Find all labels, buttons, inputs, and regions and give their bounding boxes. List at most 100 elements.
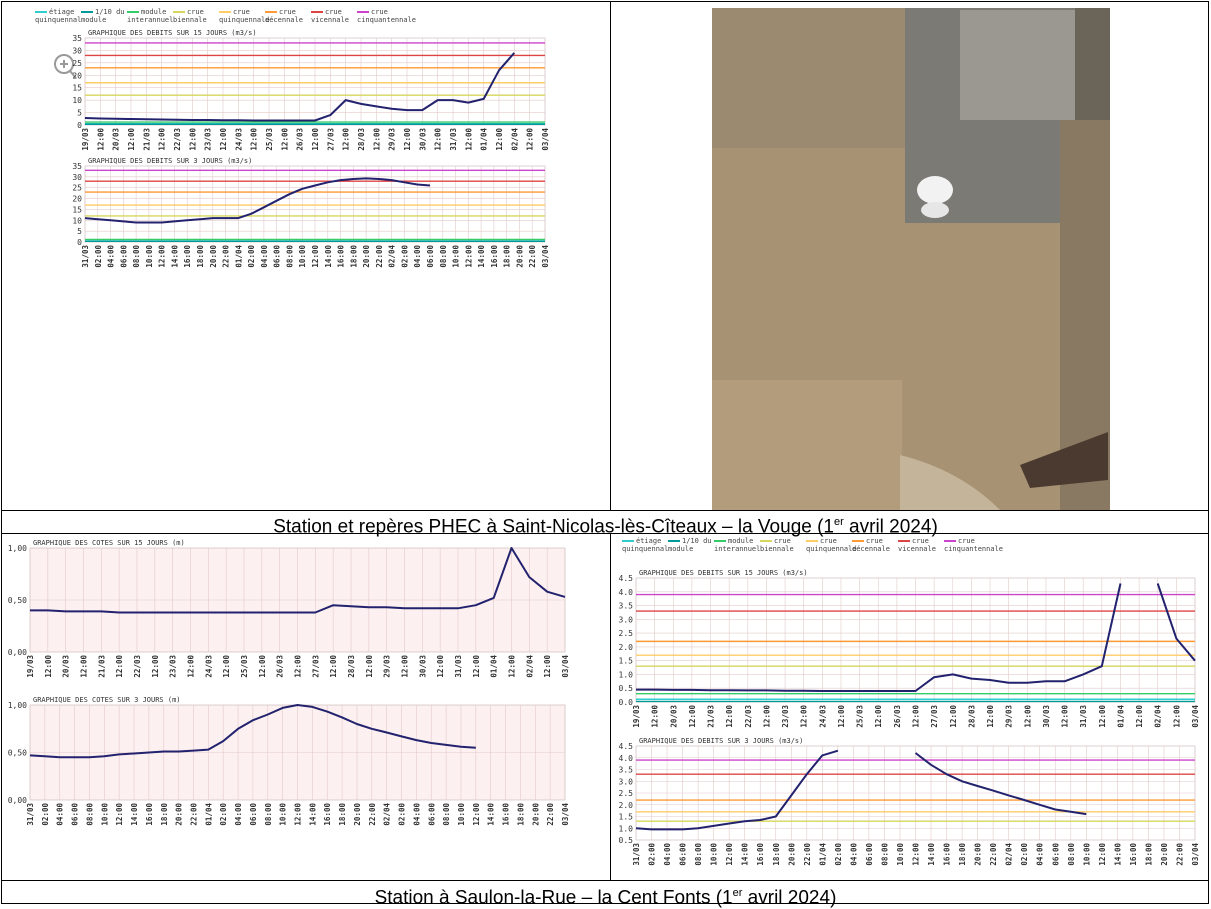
x-tick-label: 20:00 — [787, 843, 796, 866]
x-tick-label: 06:00 — [273, 245, 282, 268]
x-tick-label: 16:00 — [145, 803, 154, 826]
y-tick-label: 20 — [72, 195, 82, 204]
x-tick-label: 28/03 — [347, 655, 356, 678]
y-tick-label: 2.5 — [619, 789, 634, 798]
y-tick-label: 0.5 — [619, 836, 634, 845]
y-tick-label: 20 — [72, 71, 82, 80]
x-tick-label: 28/03 — [967, 705, 976, 728]
x-tick-label: 02/04 — [1154, 705, 1163, 728]
x-tick-label: 12:00 — [543, 655, 552, 678]
x-tick-label: 22:00 — [989, 843, 998, 866]
y-tick-label: 25 — [72, 59, 82, 68]
legend-swatch — [81, 11, 93, 13]
chart: 0510152025303531/0302:0004:0006:0008:001… — [72, 157, 550, 268]
x-tick-label: 02:00 — [400, 245, 409, 268]
x-tick-label: 04:00 — [56, 803, 65, 826]
legend-swatch — [622, 540, 634, 542]
legend-item: 1/10 du module — [81, 8, 127, 24]
caption-sup: er — [733, 887, 743, 899]
x-tick-label: 04:00 — [849, 843, 858, 866]
x-tick-label: 27/03 — [930, 705, 939, 728]
x-tick-label: 19/03 — [26, 655, 35, 678]
x-tick-label: 20:00 — [974, 843, 983, 866]
x-tick-label: 03/04 — [541, 128, 550, 151]
x-tick-label: 16:00 — [183, 245, 192, 268]
y-tick-label: 2.0 — [619, 643, 634, 652]
x-tick-label: 12:00 — [80, 655, 89, 678]
x-tick-label: 01/04 — [818, 843, 827, 866]
legend-item: crue cinquantennale — [357, 8, 403, 24]
legend-swatch — [898, 540, 910, 542]
caption: Station à Saulon-la-Rue – la Cent Fonts … — [2, 882, 1209, 909]
x-tick-label: 23/03 — [204, 128, 213, 151]
x-tick-label: 12:00 — [436, 655, 445, 678]
x-tick-label: 12:00 — [187, 655, 196, 678]
x-tick-label: 21/03 — [707, 705, 716, 728]
x-tick-label: 12:00 — [115, 803, 124, 826]
caption-text: avril 2024) — [844, 516, 938, 537]
x-tick-label: 30/03 — [1042, 705, 1051, 728]
legend-item: crue quinquennale — [806, 537, 852, 553]
x-tick-label: 12:00 — [258, 655, 267, 678]
x-tick-label: 16:00 — [323, 803, 332, 826]
legend-item: crue vicennale — [311, 8, 357, 24]
x-tick-label: 18:00 — [1144, 843, 1153, 866]
x-tick-label: 04:00 — [107, 245, 116, 268]
y-tick-label: 1,00 — [8, 544, 27, 553]
x-tick-label: 16:00 — [490, 245, 499, 268]
legend-swatch — [806, 540, 818, 542]
x-tick-label: 04:00 — [260, 245, 269, 268]
x-tick-label: 12:00 — [472, 655, 481, 678]
legend-swatch — [219, 11, 231, 13]
legend-item: module interannuel — [127, 8, 173, 24]
legend-swatch — [714, 540, 726, 542]
y-tick-label: 30 — [72, 173, 82, 182]
x-tick-label: 08:00 — [285, 245, 294, 268]
x-tick-label: 14:00 — [477, 245, 486, 268]
x-tick-label: 12:00 — [472, 803, 481, 826]
chart-title: GRAPHIQUE DES DEBITS SUR 3 JOURS (m3/s) — [88, 157, 252, 165]
x-tick-label: 10:00 — [145, 245, 154, 268]
x-tick-label: 08:00 — [442, 803, 451, 826]
x-tick-label: 10:00 — [457, 803, 466, 826]
x-tick-label: 12:00 — [912, 705, 921, 728]
chart-title: GRAPHIQUE DES DEBITS SUR 15 JOURS (m3/s) — [639, 569, 808, 577]
x-tick-label: 12:00 — [151, 655, 160, 678]
x-tick-label: 27/03 — [326, 128, 335, 151]
x-tick-label: 02:00 — [94, 245, 103, 268]
caption: Station et repères PHEC à Saint-Nicolas-… — [2, 511, 1209, 538]
x-tick-label: 22/03 — [744, 705, 753, 728]
x-tick-label: 12:00 — [495, 128, 504, 151]
x-tick-label: 14:00 — [1113, 843, 1122, 866]
x-tick-label: 22:00 — [222, 245, 231, 268]
x-tick-label: 12:00 — [464, 128, 473, 151]
y-tick-label: 0,00 — [8, 648, 27, 657]
legend-item: crue cinquantennale — [944, 537, 990, 553]
x-tick-label: 22:00 — [803, 843, 812, 866]
x-tick-label: 06:00 — [1051, 843, 1060, 866]
x-tick-label: 21/03 — [97, 655, 106, 678]
legend-item: étiage quinquennal — [35, 8, 81, 24]
x-tick-label: 12:00 — [725, 843, 734, 866]
x-tick-label: 21/03 — [142, 128, 151, 151]
x-tick-label: 12:00 — [222, 655, 231, 678]
x-tick-label: 08:00 — [132, 245, 141, 268]
x-tick-label: 02/04 — [383, 803, 392, 826]
x-tick-label: 12:00 — [800, 705, 809, 728]
x-tick-label: 12:00 — [158, 128, 167, 151]
x-tick-label: 12:00 — [372, 128, 381, 151]
x-tick-label: 18:00 — [338, 803, 347, 826]
x-tick-label: 02:00 — [834, 843, 843, 866]
x-tick-label: 04:00 — [412, 803, 421, 826]
x-tick-label: 31/03 — [1079, 705, 1088, 728]
x-tick-label: 24/03 — [234, 128, 243, 151]
x-tick-label: 04:00 — [234, 803, 243, 826]
chart: 0510152025303519/0312:0020/0312:0021/031… — [72, 29, 550, 151]
y-tick-label: 0,00 — [8, 796, 27, 805]
x-tick-label: 20/03 — [62, 655, 71, 678]
x-tick-label: 22:00 — [368, 803, 377, 826]
x-tick-label: 02/04 — [388, 245, 397, 268]
x-tick-label: 02:00 — [219, 803, 228, 826]
x-tick-label: 20:00 — [353, 803, 362, 826]
x-tick-label: 12:00 — [342, 128, 351, 151]
